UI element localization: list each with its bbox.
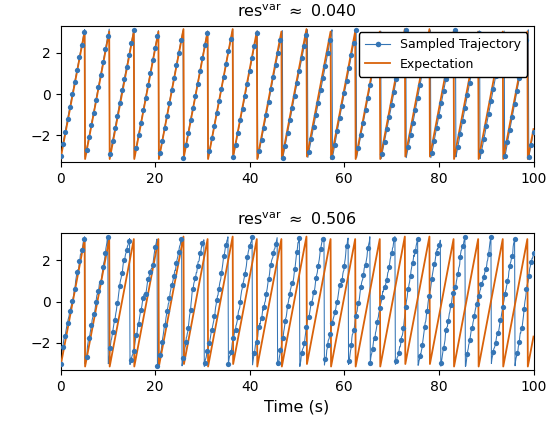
- Title: res$^{\mathrm{var}}$ $\approx$ 0.040: res$^{\mathrm{var}}$ $\approx$ 0.040: [237, 3, 357, 21]
- Legend: Sampled Trajectory, Expectation: Sampled Trajectory, Expectation: [359, 32, 527, 77]
- Title: res$^{\mathrm{var}}$ $\approx$ 0.506: res$^{\mathrm{var}}$ $\approx$ 0.506: [237, 211, 357, 228]
- X-axis label: Time (s): Time (s): [265, 399, 329, 414]
